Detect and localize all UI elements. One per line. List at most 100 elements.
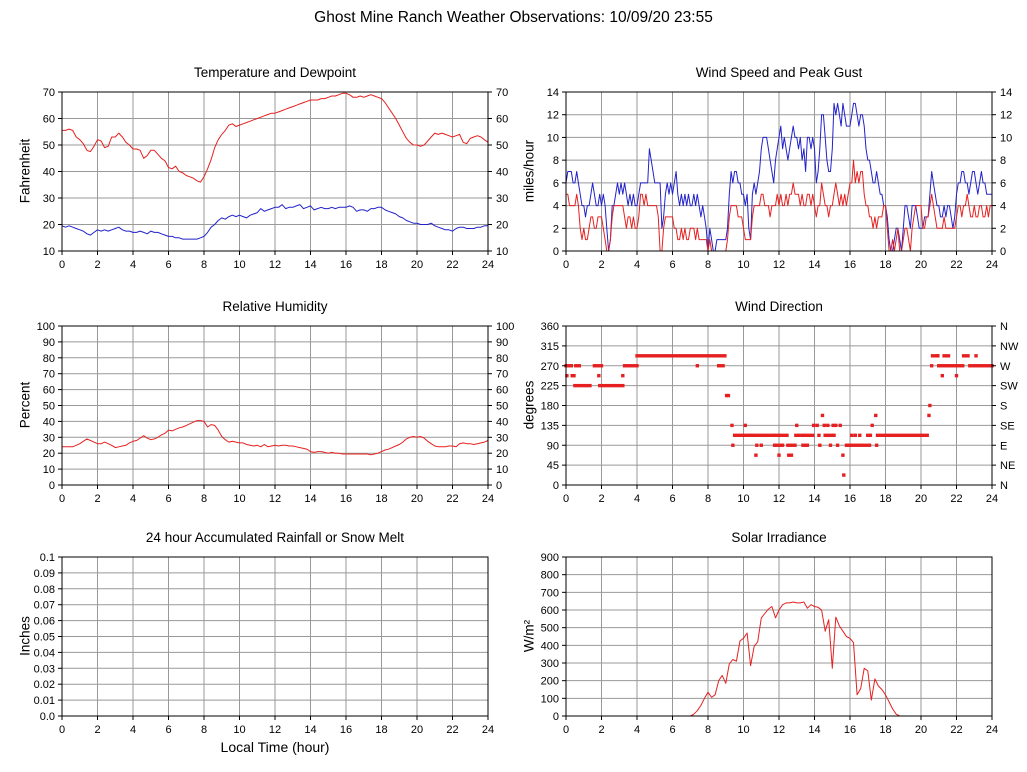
svg-text:6: 6	[553, 178, 559, 190]
svg-text:700: 700	[541, 587, 559, 599]
svg-text:4: 4	[634, 259, 640, 271]
svg-text:8: 8	[201, 493, 207, 505]
svg-text:400: 400	[541, 640, 559, 652]
svg-text:20: 20	[411, 493, 423, 505]
x-axis-label-local-time: Local Time (hour)	[220, 739, 330, 755]
y-axis-label-percent: Percent	[17, 381, 33, 429]
svg-text:0.09: 0.09	[34, 568, 55, 580]
svg-text:10: 10	[233, 493, 245, 505]
page-title: Ghost Mine Ranch Weather Observations: 1…	[314, 9, 713, 26]
y-axis-label-inches: Inches	[17, 616, 33, 656]
svg-text:60: 60	[496, 385, 508, 397]
svg-text:30: 30	[43, 193, 55, 205]
svg-text:10: 10	[496, 464, 508, 476]
svg-text:24: 24	[482, 493, 494, 505]
svg-text:200: 200	[541, 676, 559, 688]
svg-text:12: 12	[773, 259, 785, 271]
svg-text:100: 100	[496, 321, 514, 333]
svg-text:16: 16	[844, 724, 856, 736]
chart-title-solar: Solar Irradiance	[731, 530, 827, 545]
svg-text:0: 0	[1000, 246, 1006, 258]
svg-text:0.07: 0.07	[34, 600, 55, 612]
svg-text:SE: SE	[1000, 420, 1015, 432]
svg-text:600: 600	[541, 605, 559, 617]
y-axis-label-fahrenheit: Fahrenheit	[17, 138, 33, 204]
svg-text:10: 10	[547, 132, 559, 144]
svg-text:22: 22	[446, 724, 458, 736]
svg-text:2: 2	[94, 259, 100, 271]
svg-text:22: 22	[446, 493, 458, 505]
chart-title-rainfall: 24 hour Accumulated Rainfall or Snow Mel…	[145, 530, 405, 545]
svg-text:50: 50	[43, 140, 55, 152]
svg-text:24: 24	[986, 259, 998, 271]
svg-text:16: 16	[340, 493, 352, 505]
svg-text:70: 70	[496, 87, 508, 99]
svg-text:50: 50	[496, 140, 508, 152]
svg-text:0: 0	[59, 493, 65, 505]
panel-temperature-dewpoint: 0 2 4 6 8 10 12 14 16 18 20 22 24 10 10 20 20 30 30 40 40 50 5…	[0, 62, 522, 296]
svg-text:4: 4	[634, 493, 640, 505]
svg-text:14: 14	[808, 259, 820, 271]
svg-text:4: 4	[130, 493, 136, 505]
svg-text:4: 4	[130, 724, 136, 736]
svg-text:16: 16	[844, 259, 856, 271]
svg-text:6: 6	[669, 724, 675, 736]
svg-text:24: 24	[482, 259, 494, 271]
svg-text:6: 6	[1000, 178, 1006, 190]
svg-text:14: 14	[304, 259, 316, 271]
svg-text:4: 4	[130, 259, 136, 271]
svg-text:NE: NE	[1000, 460, 1015, 472]
svg-text:12: 12	[269, 259, 281, 271]
svg-text:16: 16	[340, 724, 352, 736]
svg-text:20: 20	[915, 259, 927, 271]
svg-text:4: 4	[553, 201, 559, 213]
svg-text:6: 6	[165, 259, 171, 271]
svg-text:20: 20	[43, 220, 55, 232]
svg-text:12: 12	[773, 724, 785, 736]
panel-wind-speed-gust: 0 2 4 6 8 10 12 14 16 18 20 22 24 0 0 2 2 4 4 6 6 8 8 10 10 12 12 1…	[504, 62, 1026, 296]
svg-text:0: 0	[49, 480, 55, 492]
svg-text:40: 40	[43, 167, 55, 179]
svg-text:14: 14	[304, 724, 316, 736]
svg-text:0.04: 0.04	[34, 647, 55, 659]
chart-title-wind-direction: Wind Direction	[735, 299, 823, 314]
svg-text:0.03: 0.03	[34, 663, 55, 675]
svg-text:6: 6	[165, 493, 171, 505]
svg-text:E: E	[1000, 440, 1007, 452]
chart-title-temperature: Temperature and Dewpoint	[193, 65, 357, 80]
svg-text:W: W	[1000, 361, 1011, 373]
svg-text:225: 225	[541, 381, 559, 393]
svg-text:2: 2	[94, 493, 100, 505]
svg-text:90: 90	[496, 337, 508, 349]
svg-text:2: 2	[598, 259, 604, 271]
svg-text:2: 2	[553, 223, 559, 235]
svg-text:0: 0	[553, 711, 559, 723]
svg-text:40: 40	[496, 416, 508, 428]
svg-text:14: 14	[547, 87, 559, 99]
svg-text:900: 900	[541, 552, 559, 564]
svg-text:24: 24	[482, 724, 494, 736]
svg-text:0.06: 0.06	[34, 616, 55, 628]
svg-text:80: 80	[43, 353, 55, 365]
svg-text:2: 2	[598, 493, 604, 505]
svg-text:8: 8	[705, 259, 711, 271]
svg-text:10: 10	[496, 246, 508, 258]
chart-title-humidity: Relative Humidity	[222, 299, 328, 314]
svg-text:2: 2	[1000, 223, 1006, 235]
svg-text:8: 8	[705, 724, 711, 736]
svg-text:S: S	[1000, 401, 1007, 413]
chart-title-wind-speed: Wind Speed and Peak Gust	[695, 65, 863, 80]
svg-text:100: 100	[541, 693, 559, 705]
svg-text:0.02: 0.02	[34, 679, 55, 691]
svg-text:30: 30	[496, 432, 508, 444]
svg-text:70: 70	[43, 87, 55, 99]
svg-text:20: 20	[496, 220, 508, 232]
svg-text:24: 24	[986, 493, 998, 505]
svg-text:0: 0	[553, 480, 559, 492]
svg-text:10: 10	[737, 259, 749, 271]
svg-text:315: 315	[541, 341, 559, 353]
svg-text:80: 80	[496, 353, 508, 365]
svg-text:14: 14	[808, 493, 820, 505]
